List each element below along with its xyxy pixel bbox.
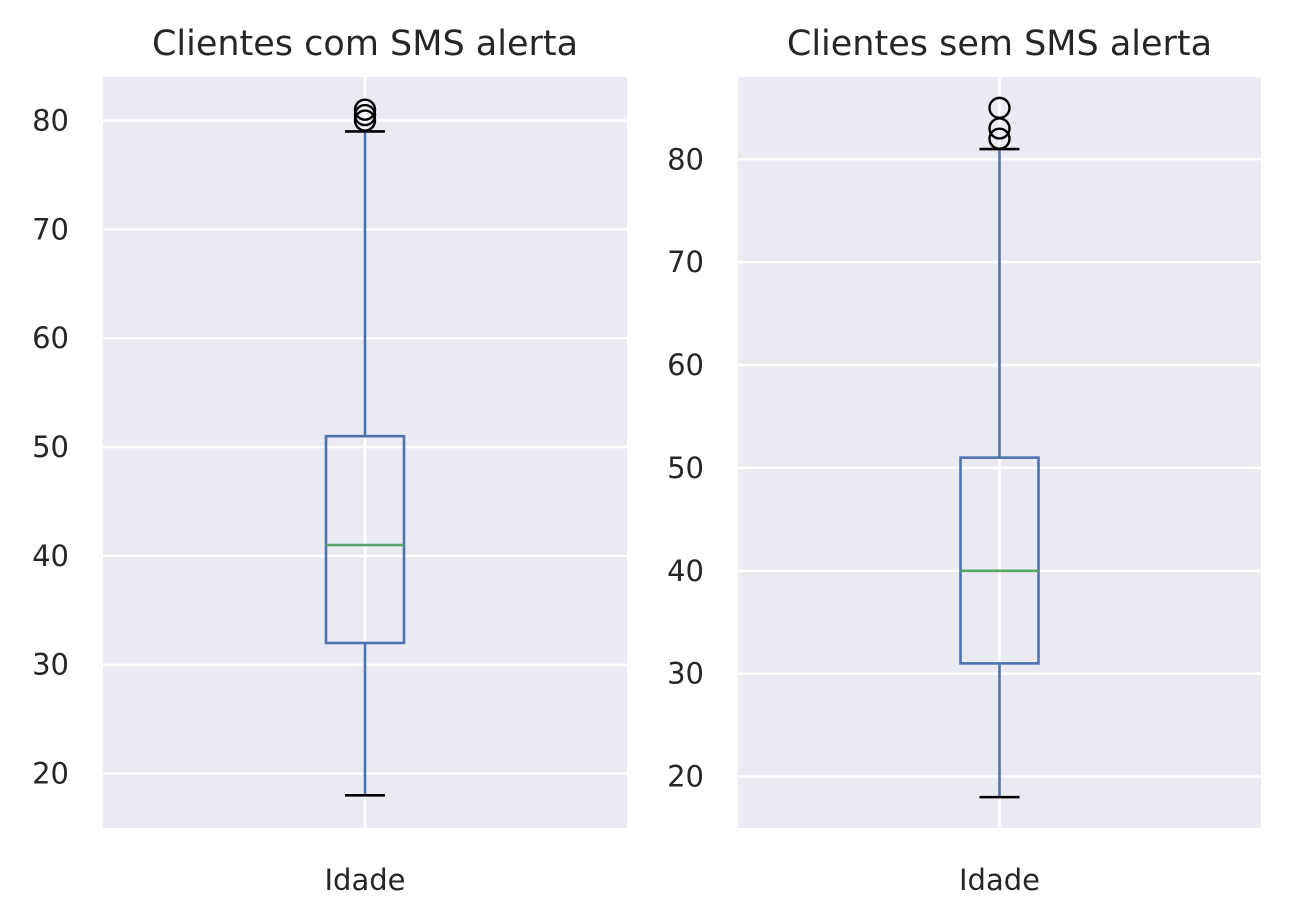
iqr-box xyxy=(959,456,1040,665)
y-tick-label: 40 xyxy=(32,539,69,573)
y-tick-label: 40 xyxy=(667,554,704,588)
y-tick-label: 50 xyxy=(667,451,704,485)
y-tick-label: 50 xyxy=(32,430,69,464)
x-tick-label: Idade xyxy=(325,863,406,897)
chart-title: Clientes sem SMS alerta xyxy=(787,24,1212,64)
y-tick-label: 30 xyxy=(667,657,704,691)
outlier-point xyxy=(353,103,377,127)
outlier-point xyxy=(988,127,1011,150)
y-tick-label: 20 xyxy=(667,760,704,794)
subplot-clientes-com-sms: 20 30 40 50 60 70 80 Idade Clientes com SMS aler… xyxy=(32,24,627,897)
iqr-box xyxy=(324,434,406,645)
y-tick-label: 80 xyxy=(667,142,704,176)
y-tick-label: 80 xyxy=(32,104,69,138)
y-tick-label: 20 xyxy=(32,757,69,791)
y-tick-label: 70 xyxy=(667,245,704,279)
outlier-point xyxy=(353,109,377,132)
y-tick-label: 30 xyxy=(32,648,69,682)
chart-title: Clientes com SMS alerta xyxy=(152,24,578,64)
y-tick-label: 60 xyxy=(667,348,704,382)
subplot-clientes-sem-sms: 20 30 40 50 60 70 80 Idade Clientes sem SMS aler… xyxy=(667,24,1261,897)
outlier-point xyxy=(988,96,1011,120)
y-tick-label: 70 xyxy=(32,212,69,246)
outlier-point xyxy=(353,98,377,121)
y-tick-label: 60 xyxy=(32,321,69,355)
x-tick-label: Idade xyxy=(959,863,1040,897)
